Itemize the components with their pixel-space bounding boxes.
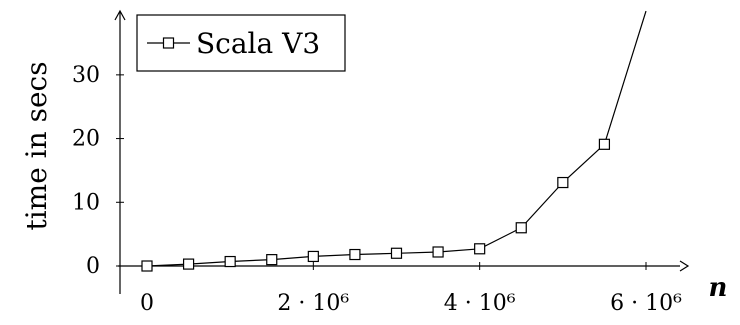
plot-area: 0 2 · 10⁶ 4 · 10⁶ 6 · 10⁶ 0 10 20 30 n time in se…	[20, 9, 728, 316]
y-axis-title: time in secs	[20, 61, 53, 230]
x-tick-label: 0	[140, 291, 154, 316]
y-tick-label: 10	[72, 190, 100, 215]
y-tick-label: 20	[72, 127, 100, 152]
y-tick-label: 30	[72, 63, 100, 88]
legend-label: Scala V3	[196, 27, 320, 60]
data-point	[349, 248, 361, 261]
x-axis-arrow	[679, 260, 690, 272]
legend-marker-sample	[162, 37, 175, 49]
data-point	[598, 138, 611, 150]
x-tick-label: 4 · 10⁶	[444, 291, 516, 316]
data-point	[182, 258, 195, 270]
data-point	[474, 243, 486, 255]
y-tick-label: 0	[86, 254, 100, 279]
data-point	[557, 176, 569, 189]
data-point	[266, 254, 278, 266]
data-point	[515, 222, 527, 234]
data-point	[224, 255, 236, 268]
data-point	[307, 250, 319, 263]
data-point	[432, 246, 444, 258]
legend: Scala V3	[136, 14, 346, 72]
data-point	[390, 247, 403, 259]
x-axis-title: n	[709, 273, 728, 303]
x-tick-label: 2 · 10⁶	[277, 291, 349, 316]
data-point	[141, 260, 153, 272]
x-tick-label: 6 · 10⁶	[610, 291, 682, 316]
y-axis-arrow	[114, 9, 126, 21]
